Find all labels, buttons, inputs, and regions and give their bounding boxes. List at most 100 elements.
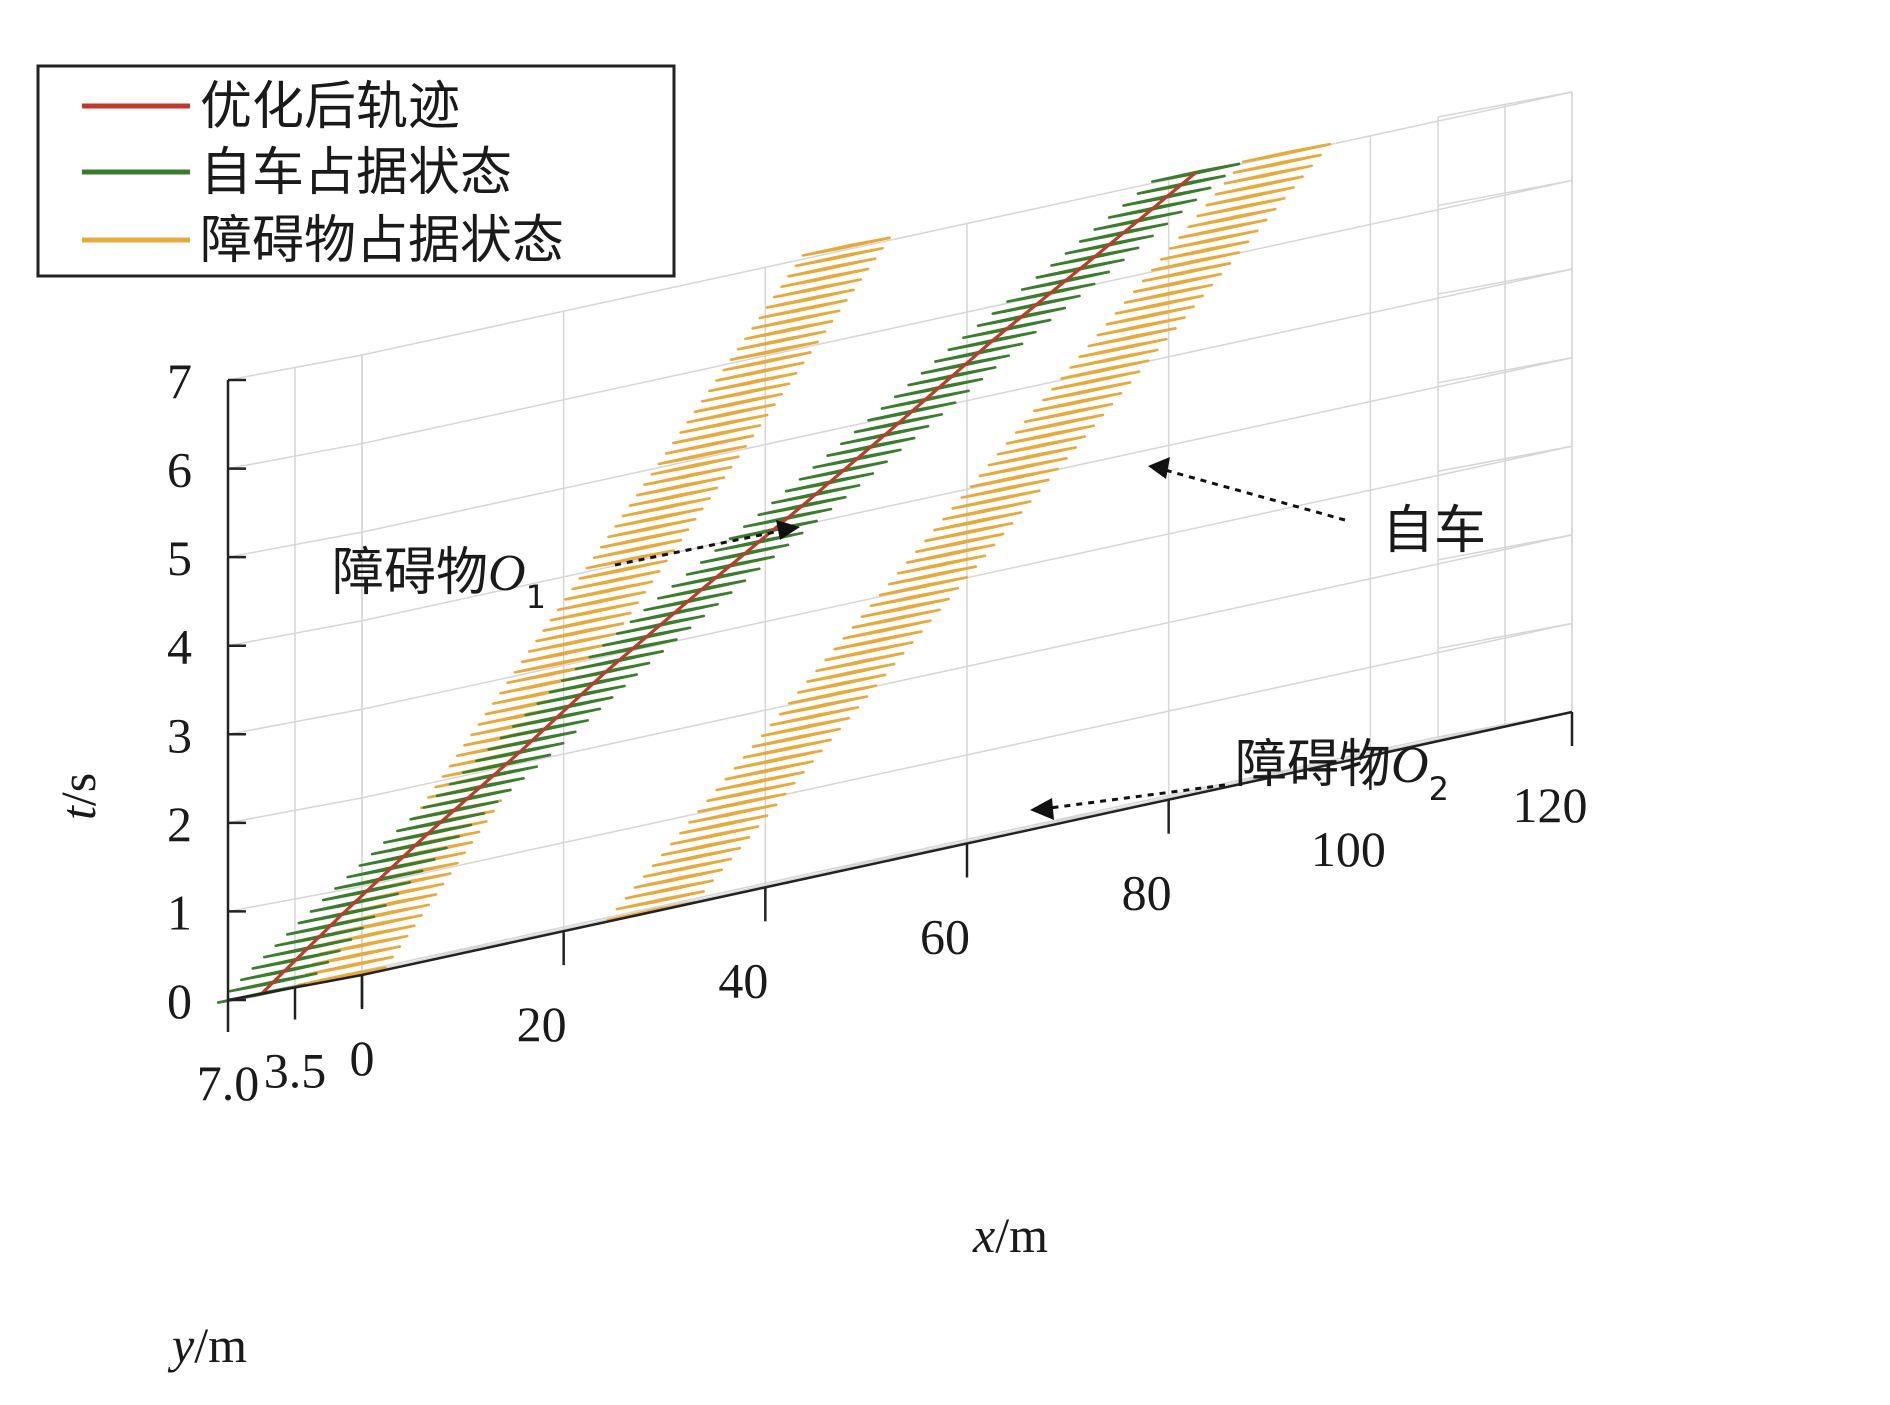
grid-line-t-front: [227, 354, 363, 381]
ego-footprint: [643, 591, 733, 612]
t-tick-label: 7: [167, 353, 192, 409]
ego-footprint: [548, 673, 639, 694]
ego-footprint: [461, 753, 552, 774]
grid-line-t-front: [227, 797, 363, 824]
x-tick-label: 120: [1513, 777, 1588, 833]
obstacle-footprint: [715, 361, 805, 382]
obstacle-footprint: [1241, 142, 1332, 164]
obstacle-footprint: [643, 465, 733, 487]
ego-footprint: [422, 788, 512, 809]
ego-footprint: [285, 915, 376, 936]
data-layer: [216, 142, 1332, 1004]
obstacle-footprint: [578, 559, 668, 580]
ego-footprint: [262, 938, 353, 959]
ego-footprint: [382, 823, 473, 844]
grid-line-y-floor: [227, 736, 1439, 1001]
ego-footprint: [798, 460, 888, 481]
obstacle-footprint: [1069, 348, 1159, 369]
obstacle-footprint: [600, 528, 690, 549]
ego-footprint: [629, 602, 719, 624]
y-tick-label: 3.5: [264, 1043, 327, 1099]
obstacle-footprint: [1232, 153, 1322, 175]
obstacle-footprint: [1141, 262, 1232, 283]
t-tick-label: 0: [167, 973, 192, 1029]
ego-footprint: [574, 650, 665, 671]
obstacle-footprint: [1078, 337, 1168, 359]
obstacle-footprint: [615, 890, 705, 911]
obstacle-series-2: [606, 142, 1332, 922]
x-tick-label: 20: [517, 996, 567, 1052]
obstacle-footprint: [670, 825, 760, 846]
obstacle-footprint: [1105, 305, 1195, 326]
obstacle-footprint: [760, 716, 851, 738]
ego-footprint: [321, 881, 412, 902]
obstacle-footprint: [679, 413, 769, 434]
ego-footprint: [812, 448, 902, 469]
obstacle-footprint: [736, 330, 827, 351]
ego-footprint: [1136, 174, 1226, 195]
obstacle-footprint: [650, 455, 740, 476]
x-tick-label: 100: [1311, 821, 1386, 877]
obstacle-footprint: [706, 781, 796, 803]
ego-footprint: [1050, 246, 1140, 267]
obstacle-footprint: [585, 549, 675, 570]
obstacle-footprint: [592, 538, 683, 560]
ego-footprint: [907, 366, 997, 387]
obstacle-footprint: [769, 706, 860, 727]
obstacle-footprint: [1096, 316, 1186, 337]
ego-footprint: [1079, 222, 1169, 243]
obstacle-footprint: [624, 879, 714, 900]
obstacle-footprint: [765, 288, 855, 309]
ego-footprint: [251, 949, 341, 970]
obstacle-footprint: [987, 446, 1077, 467]
obstacle-footprint: [513, 653, 603, 674]
obstacle-footprint: [628, 486, 719, 507]
t-tick-label: 2: [167, 796, 192, 852]
obstacle-footprint: [797, 673, 887, 694]
obstacle-footprint: [700, 382, 791, 403]
grid-line-t-front: [227, 442, 363, 470]
ego-footprint: [784, 472, 875, 493]
ego-footprint: [358, 846, 448, 867]
obstacle-footprint: [744, 319, 834, 341]
obstacle-footprint: [1042, 381, 1132, 402]
obstacle-footprint: [996, 435, 1087, 456]
obstacle-footprint: [607, 517, 697, 539]
obstacle-footprint: [742, 738, 832, 759]
obstacle-footprint: [621, 497, 711, 518]
obstacle-footprint: [1214, 175, 1304, 196]
obstacle-footprint: [915, 532, 1005, 554]
ego-footprint: [700, 543, 790, 564]
obstacle-footprint: [1033, 391, 1123, 413]
ego-footprint: [228, 972, 318, 993]
annotation-arrow-ego: [1164, 468, 1346, 522]
ego-footprint: [1122, 186, 1212, 207]
obstacle-footprint: [878, 576, 969, 597]
obstacle-footprint: [535, 622, 625, 643]
obstacle-footprint: [1114, 294, 1205, 315]
grid-line-t-front: [227, 885, 363, 913]
obstacle-footprint: [679, 814, 769, 835]
ego-footprint: [880, 389, 970, 410]
y-axis-title: y/m: [167, 1317, 247, 1373]
grid-line-t-front: [227, 708, 363, 736]
x-tick-label: 40: [718, 952, 768, 1008]
obstacle-footprint: [636, 476, 726, 497]
ego-footprint: [771, 484, 861, 505]
ego-footprint: [893, 377, 984, 399]
ego-footprint: [657, 579, 747, 600]
ego-footprint: [309, 892, 400, 913]
obstacle-footprint: [924, 521, 1014, 543]
annotation-obstacle-o1: 障碍物O1: [332, 543, 546, 616]
ego-footprint: [840, 424, 930, 446]
t-axis-title: t/s: [50, 773, 106, 820]
obstacle-footprint: [772, 278, 863, 299]
annotation-ego: 自车: [1382, 501, 1486, 561]
obstacle-footprint: [556, 590, 647, 612]
obstacle-footprint: [794, 246, 884, 268]
obstacle-footprint: [686, 403, 776, 424]
ego-footprint: [511, 707, 602, 728]
ego-footprint: [487, 730, 577, 751]
obstacle-footprint: [1178, 218, 1268, 239]
